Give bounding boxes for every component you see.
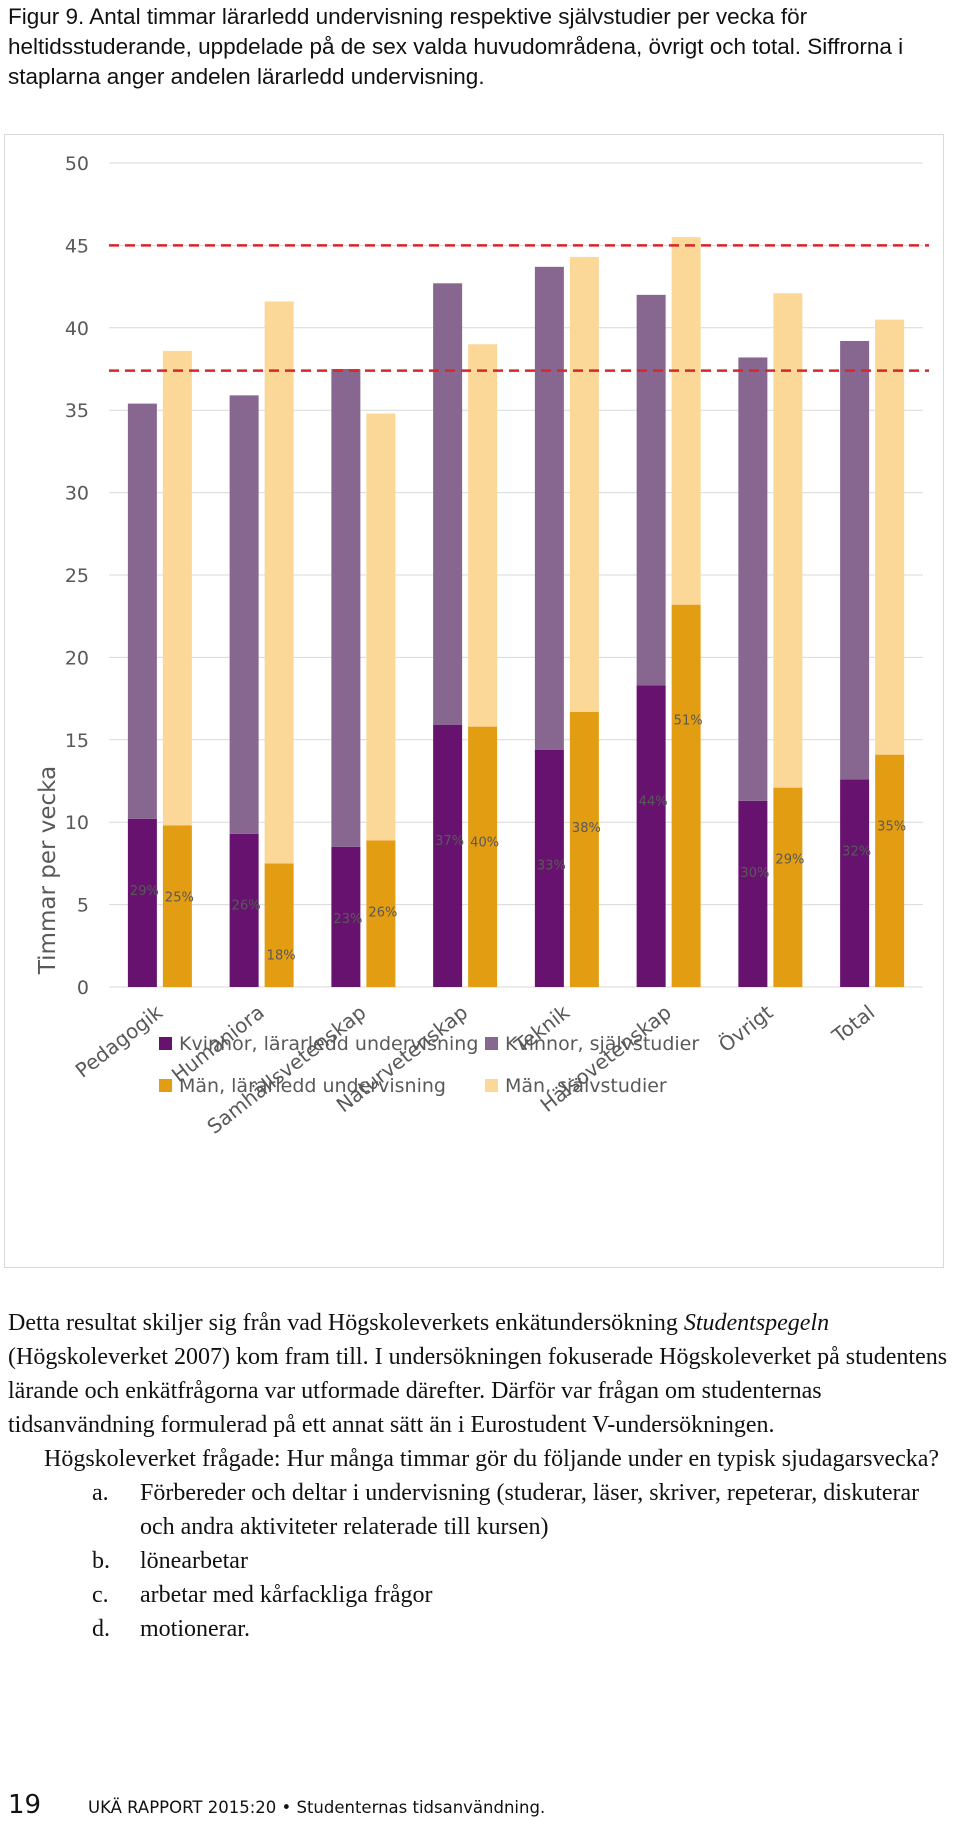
bar-kvinnor-sjalvstudier — [433, 283, 463, 725]
bar-man-sjalvstudier — [468, 344, 498, 727]
bar-kvinnor-lararledd — [331, 846, 361, 987]
y-tick-label: 30 — [65, 483, 89, 505]
bar-man-lararledd — [773, 787, 803, 987]
bar-kvinnor-sjalvstudier — [738, 357, 768, 801]
y-tick-label: 15 — [65, 730, 89, 752]
y-tick-label: 20 — [65, 647, 89, 669]
bar-man-lararledd — [366, 840, 396, 987]
data-label: 51% — [674, 714, 703, 729]
bar-man-sjalvstudier — [569, 256, 599, 712]
data-label: 44% — [639, 794, 668, 809]
page-number: 19 — [8, 1790, 42, 1820]
list-item: a. Förbereder och deltar i undervisning (… — [92, 1480, 920, 1540]
legend-label: Män, lärarledd undervisning — [179, 1075, 446, 1097]
bar-kvinnor-lararledd — [738, 800, 768, 987]
bar-kvinnor-sjalvstudier — [534, 266, 564, 750]
bar-man-sjalvstudier — [773, 293, 803, 788]
data-label: 26% — [232, 899, 261, 914]
data-label: 25% — [165, 890, 194, 905]
data-label: 37% — [435, 834, 464, 849]
data-label: 23% — [333, 912, 362, 927]
bar-man-lararledd — [671, 604, 701, 987]
legend-label: Kvinnor, självstudier — [505, 1033, 699, 1055]
bar-kvinnor-sjalvstudier — [127, 403, 157, 819]
bar-kvinnor-sjalvstudier — [229, 395, 259, 834]
legend-swatch — [159, 1037, 172, 1050]
bar-man-lararledd — [468, 726, 498, 987]
bar-kvinnor-sjalvstudier — [840, 340, 870, 780]
bar-man-sjalvstudier — [875, 319, 905, 755]
bar-man-lararledd — [264, 863, 294, 987]
data-label: 29% — [130, 884, 159, 899]
paragraph-1: Detta resultat skiljer sig från vad Högs… — [8, 1310, 948, 1438]
stacked-bar-chart: 0 5 10 15 20 25 30 35 40 45 50 Timmar per vecka 29% 2… — [35, 153, 929, 1139]
data-label: 40% — [470, 836, 499, 851]
legend-swatch — [159, 1079, 172, 1092]
chart-container: 0 5 10 15 20 25 30 35 40 45 50 Timmar per vecka 29% 2… — [4, 134, 944, 1268]
list-item: c. arbetar med kårfackliga frågor — [92, 1582, 433, 1608]
y-tick-label: 10 — [65, 812, 89, 834]
list-item: b. lönearbetar — [92, 1548, 248, 1574]
bar-kvinnor-lararledd — [433, 724, 463, 987]
footer-text: UKÄ RAPPORT 2015:20 • Studenternas tidsa… — [88, 1798, 546, 1817]
legend-swatch — [485, 1037, 498, 1050]
data-label: 30% — [740, 866, 769, 881]
bar-man-sjalvstudier — [366, 413, 396, 841]
y-tick-label: 50 — [65, 153, 89, 175]
legend-label: Män, självstudier — [505, 1075, 667, 1097]
legend-swatch — [485, 1079, 498, 1092]
bar-kvinnor-lararledd — [127, 818, 157, 987]
y-axis-label: Timmar per vecka — [35, 766, 61, 975]
bar-man-lararledd — [569, 711, 599, 987]
y-tick-label: 35 — [65, 400, 89, 422]
bar-man-sjalvstudier — [162, 350, 192, 826]
paragraph-2: Högskoleverket frågade: Hur många timmar… — [44, 1446, 940, 1472]
data-label: 32% — [842, 844, 871, 859]
bar-man-sjalvstudier — [264, 301, 294, 864]
bar-kvinnor-sjalvstudier — [331, 369, 361, 847]
bar-kvinnor-sjalvstudier — [636, 294, 666, 686]
bar-kvinnor-lararledd — [636, 685, 666, 987]
y-tick-label: 5 — [77, 895, 89, 917]
x-tick-label: Total — [827, 1000, 879, 1048]
list-item: d. motionerar. — [92, 1616, 250, 1642]
figure-caption: Figur 9. Antal timmar lärarledd undervis… — [8, 4, 904, 89]
bar-kvinnor-lararledd — [534, 749, 564, 987]
body-text: Detta resultat skiljer sig från vad Högs… — [8, 1306, 956, 1646]
question-list: a. Förbereder och deltar i undervisning (… — [8, 1476, 956, 1646]
data-label: 35% — [877, 820, 906, 835]
data-label: 38% — [572, 821, 601, 836]
y-tick-label: 40 — [65, 318, 89, 340]
data-label: 29% — [775, 853, 804, 868]
y-tick-label: 25 — [65, 565, 89, 587]
bar-man-sjalvstudier — [671, 237, 701, 605]
data-label: 26% — [368, 905, 397, 920]
y-tick-label: 45 — [65, 235, 89, 257]
y-tick-label: 0 — [77, 977, 89, 999]
bar-kvinnor-lararledd — [229, 833, 259, 987]
legend-label: Kvinnor, lärarledd undervisning — [179, 1033, 478, 1055]
x-tick-label: Övrigt — [714, 1000, 778, 1057]
bar-man-lararledd — [875, 754, 905, 987]
data-label: 33% — [537, 859, 566, 874]
bar-man-lararledd — [162, 825, 192, 987]
publication-title: Studentspegeln — [683, 1310, 830, 1336]
x-tick-label: Pedagogik — [71, 1000, 168, 1083]
data-label: 18% — [267, 948, 296, 963]
bar-kvinnor-lararledd — [840, 779, 870, 987]
